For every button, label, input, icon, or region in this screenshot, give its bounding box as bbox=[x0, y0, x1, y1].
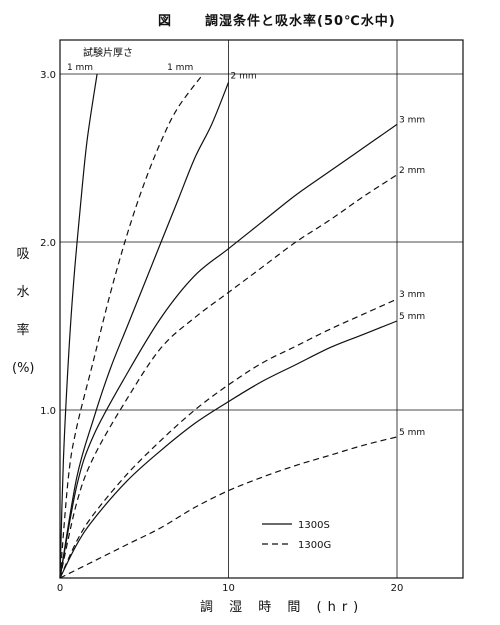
y-axis-label-4: (%) bbox=[12, 361, 35, 376]
y-axis-label-3: 率 bbox=[16, 323, 30, 338]
x-axis-label: 調 湿 時 間 (hr) bbox=[200, 600, 365, 615]
series-line-1300s-1mm bbox=[59, 73, 98, 579]
x-tick-label: 10 bbox=[222, 583, 235, 594]
series-label-1300g-3mm: 3 mm bbox=[399, 290, 425, 300]
y-axis-label-1: 吸 bbox=[16, 247, 30, 262]
x-tick-label: 0 bbox=[57, 583, 63, 594]
series-label-1300s-2mm: 2 mm bbox=[231, 71, 257, 81]
y-axis-label: 吸 水 率 (%) bbox=[12, 246, 35, 398]
y-tick-label: 2.0 bbox=[40, 238, 56, 249]
series-label-1300g-2mm: 2 mm bbox=[399, 166, 425, 176]
plot-frame bbox=[59, 39, 464, 579]
legend-label-1300S: 1300S bbox=[298, 520, 330, 531]
series-label-1300g-1mm: 1 mm bbox=[167, 63, 193, 73]
series-line-1300g-2mm bbox=[59, 174, 398, 579]
series-label-1300s-5mm: 5 mm bbox=[399, 312, 425, 322]
series-label-1300s-3mm: 3 mm bbox=[399, 115, 425, 125]
series-line-1300s-3mm bbox=[59, 123, 398, 579]
series-line-1300g-1mm bbox=[59, 73, 204, 579]
series-label-1300g-5mm: 5 mm bbox=[399, 428, 425, 438]
x-tick-label: 20 bbox=[391, 583, 404, 594]
legend-label-1300G: 1300G bbox=[298, 540, 331, 551]
series-line-1300g-5mm bbox=[59, 436, 398, 579]
y-tick-label: 3.0 bbox=[40, 70, 56, 81]
series-label-1300s-1mm: 1 mm bbox=[67, 63, 93, 73]
thickness-annotation: 試験片厚さ bbox=[83, 48, 133, 59]
series-line-1300s-2mm bbox=[59, 82, 230, 579]
y-tick-label: 1.0 bbox=[40, 406, 56, 417]
figure-label: 図 bbox=[158, 14, 173, 29]
chart-title: 調湿条件と吸水率(50℃水中) bbox=[205, 14, 396, 29]
y-axis-label-2: 水 bbox=[16, 285, 30, 300]
series-line-1300s-5mm bbox=[59, 320, 398, 579]
